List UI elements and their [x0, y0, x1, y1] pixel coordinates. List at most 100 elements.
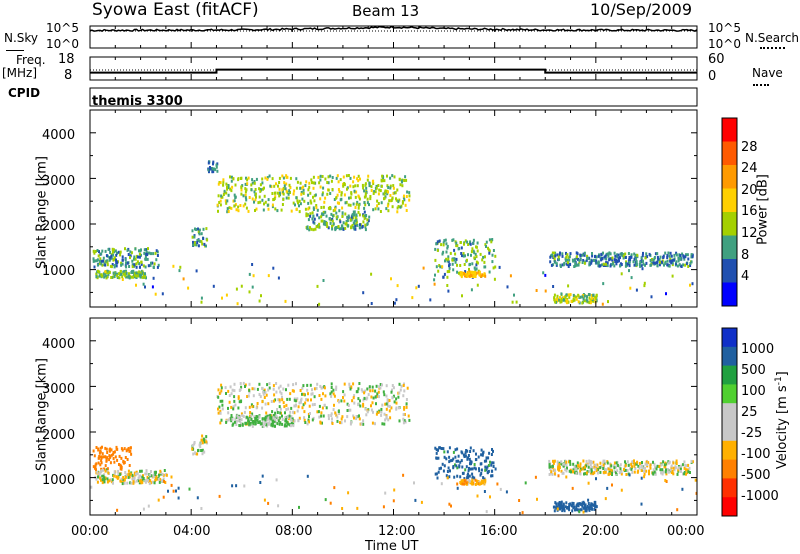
power-cell [227, 186, 230, 190]
velocity-cell [157, 477, 160, 481]
nave-tick-bot: 0 [708, 69, 717, 84]
velocity-cell [390, 390, 393, 394]
velocity-cell [624, 464, 627, 468]
velocity-cell [414, 498, 417, 502]
power-cell [308, 181, 311, 185]
power-cell [271, 177, 274, 181]
power-cell [554, 254, 557, 258]
power-cell [447, 260, 450, 264]
velocity-cell [593, 471, 596, 475]
velocity-cell [98, 455, 101, 458]
power-cell [257, 201, 260, 205]
power-cell [315, 204, 318, 207]
velocity-cell [106, 477, 109, 481]
power-cell [576, 252, 579, 256]
velocity-cell [370, 404, 372, 408]
power-cell [351, 214, 354, 218]
velocity-cell [357, 387, 360, 391]
velocity-cell [487, 464, 490, 467]
velocity-cell [96, 470, 99, 474]
power-cell [325, 221, 328, 225]
power-cell [320, 206, 323, 209]
power-cell [259, 200, 262, 204]
power-cell [582, 297, 585, 301]
power-cell [459, 264, 462, 267]
power-cell [369, 197, 372, 201]
vel-ytick-2000: 2000 [42, 428, 76, 443]
power-cell [191, 235, 194, 239]
velocity-cell [362, 398, 365, 402]
velocity-cell [251, 405, 254, 409]
velocity-cell [155, 475, 158, 479]
power-cell [285, 174, 288, 178]
power-cell [304, 207, 307, 211]
velocity-cell [136, 472, 139, 476]
power-cell [577, 293, 580, 297]
power-cell [250, 188, 253, 192]
power-cell [363, 189, 366, 193]
velocity-cell [475, 479, 478, 483]
power-cell [142, 264, 145, 268]
power-cell [602, 251, 604, 255]
power-cell [673, 253, 676, 257]
velocity-cell [161, 479, 163, 483]
velocity-cell [675, 462, 678, 465]
velocity-cell [366, 410, 369, 414]
power-cell [102, 256, 105, 260]
velocity-cell [469, 450, 472, 453]
velocity-cell [640, 476, 643, 480]
power-cell [269, 184, 272, 188]
power-cell [433, 282, 436, 286]
velocity-cell [150, 470, 152, 473]
velocity-cell [122, 476, 125, 479]
power-cell [251, 263, 254, 266]
power-cell [691, 282, 694, 286]
velocity-cell [553, 459, 556, 463]
velocity-cell [118, 463, 120, 466]
power-cell [250, 183, 253, 187]
velocity-cell [199, 445, 202, 448]
power-cell [686, 253, 689, 257]
power-cell [587, 293, 590, 296]
velocity-cell [277, 386, 280, 390]
power-cell [366, 222, 369, 226]
velocity-cell [235, 419, 238, 423]
power-cell [251, 181, 254, 185]
velocity-cell [606, 486, 609, 490]
velocity-cell [304, 401, 307, 405]
velocity-cell [441, 462, 444, 466]
velocity-cell [293, 419, 296, 423]
power-cell [553, 257, 556, 261]
velocity-cell [112, 451, 115, 454]
power-cell [553, 251, 556, 255]
power-cell [132, 269, 135, 273]
power-cell [437, 269, 440, 273]
velocity-colorbar-swatch [722, 497, 737, 517]
power-cell [662, 256, 665, 259]
velocity-cell [631, 461, 634, 465]
power-cell [616, 255, 619, 259]
power-cb-tick-16: 16 [741, 204, 758, 219]
power-cell [259, 189, 262, 193]
velocity-cell [99, 476, 102, 480]
velocity-cell [220, 389, 223, 393]
power-cell [274, 195, 277, 199]
power-cell [340, 227, 343, 231]
velocity-cell [643, 469, 646, 473]
velocity-cell [420, 500, 423, 504]
velocity-cell [392, 499, 395, 503]
velocity-cell [227, 418, 230, 422]
velocity-cell [220, 386, 223, 390]
velocity-cell [105, 459, 108, 463]
power-cell [619, 264, 622, 268]
power-cell [408, 198, 411, 202]
power-cell [252, 274, 255, 278]
power-cell [112, 271, 115, 275]
power-cell [560, 300, 563, 304]
velocity-cell [228, 417, 231, 421]
power-cell [606, 261, 609, 265]
power-cell [312, 228, 315, 232]
power-cell [214, 168, 217, 172]
power-cell [564, 295, 567, 299]
power-cell [147, 264, 150, 268]
